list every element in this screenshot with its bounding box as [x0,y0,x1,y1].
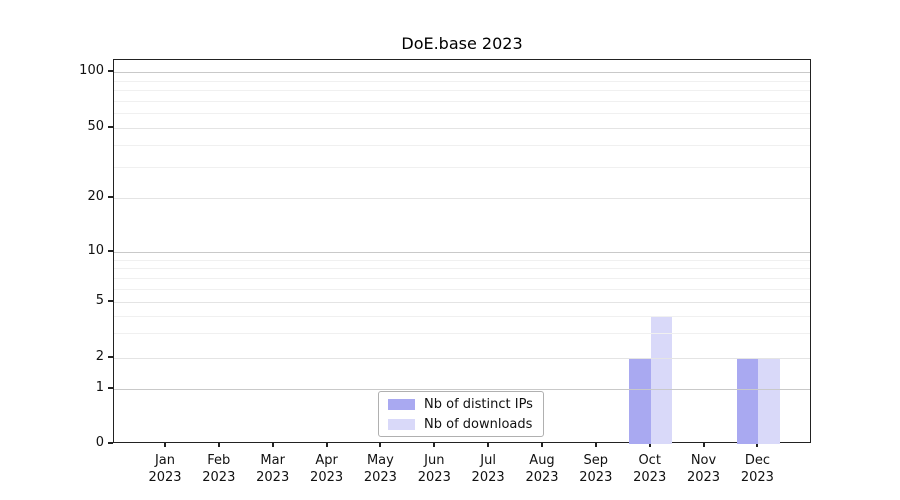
x-tick-label-line: Feb [207,453,231,468]
legend-label: Nb of distinct IPs [424,396,533,412]
gridline-minor [114,90,810,91]
gridline-minor [114,113,810,115]
y-tick-mark [108,356,113,358]
gridline-minor [114,259,810,261]
x-tick-label-line: Jan [154,453,176,468]
bar-distinct-ips [736,358,759,444]
gridline-minor [114,100,810,102]
chart-title: DoE.base 2023 [401,34,523,53]
x-tick-label-line: 2023 [310,470,344,485]
y-tick-mark [108,250,113,252]
x-tick-label-line: Mar [260,453,285,468]
x-tick-mark [541,443,543,447]
gridline-minor [114,277,810,279]
x-tick-label-line: Aug [529,453,555,468]
bar-downloads [758,358,780,444]
x-tick-mark [379,443,382,447]
x-tick-label: Aug 2023 [510,452,574,486]
x-tick-mark [756,443,759,447]
x-tick-label-line: Apr [315,453,338,468]
gridline-major [114,72,810,73]
x-tick-label-line: 2023 [148,470,182,485]
x-tick-label-line: 2023 [202,470,236,485]
x-tick-label: Jul 2023 [456,452,520,486]
legend-swatch-downloads [388,418,415,430]
x-tick-label-line: Jun [424,453,445,468]
x-tick-label: Feb 2023 [187,452,251,486]
x-tick-label: Jan 2023 [133,452,197,486]
y-tick-label: 100 [79,63,104,78]
legend: Nb of distinct IPs Nb of downloads [378,391,544,437]
legend-item-downloads: Nb of downloads [388,416,534,433]
x-tick-label-line: Sep [583,453,609,468]
y-tick-label: 10 [87,243,104,258]
plot-area [113,59,811,444]
x-tick-label: Oct 2023 [618,452,682,486]
x-tick-label-line: Oct [638,453,661,468]
y-tick-mark [108,70,113,72]
gridline-labeled [114,358,810,359]
x-tick-label: Sep 2023 [564,452,628,486]
gridline-major [114,252,810,253]
x-tick-label: Dec 2023 [725,452,789,486]
bar-downloads [650,315,673,444]
x-tick-label-line: 2023 [256,470,290,485]
gridline-minor [114,268,810,270]
x-tick-mark [271,443,274,447]
gridline-minor [114,315,810,317]
x-tick-label: Apr 2023 [295,452,359,486]
gridline-major [114,389,810,390]
x-tick-label-line: 2023 [417,470,451,485]
x-tick-mark [648,443,651,447]
y-tick-mark [108,442,113,444]
y-tick-label: 1 [95,380,104,395]
gridline-minor [114,288,810,290]
gridline-minor [114,145,810,147]
y-tick-mark [108,300,113,302]
y-tick-label: 2 [95,349,104,364]
x-tick-label-line: 2023 [471,470,505,485]
legend-label: Nb of downloads [424,416,533,432]
x-tick-mark [433,443,436,447]
x-tick-label-line: Jul [480,453,496,468]
x-tick-label-line: May [366,453,394,468]
gridline-labeled [114,302,810,303]
gridline-minor [114,80,810,82]
x-tick-label-line: Nov [690,453,717,468]
x-tick-label: Nov 2023 [672,452,736,486]
y-tick-mark [108,126,113,128]
x-tick-label-line: 2023 [525,470,559,485]
x-tick-label: Mar 2023 [241,452,305,486]
x-tick-label: Jun 2023 [402,452,466,486]
y-tick-label: 50 [87,119,104,134]
x-tick-label-line: Dec [744,453,770,468]
x-tick-label-line: 2023 [686,470,721,485]
gridline-labeled [114,128,810,129]
x-tick-mark [164,443,166,447]
y-tick-mark [108,387,113,389]
x-tick-mark [325,443,328,447]
legend-swatch-distinct-ips [388,398,415,410]
x-tick-mark [217,443,220,447]
legend-item-distinct-ips: Nb of distinct IPs [388,396,534,413]
bar-distinct-ips [629,358,651,444]
y-tick-mark [108,196,113,198]
x-tick-mark [702,443,705,447]
gridline-labeled [114,198,810,199]
y-tick-label: 5 [95,293,104,308]
x-tick-label-line: 2023 [633,470,667,485]
x-tick-label-line: 2023 [579,470,613,485]
x-tick-label: May 2023 [348,452,412,486]
x-tick-mark [487,443,490,447]
y-tick-label: 0 [95,435,104,450]
y-tick-label: 20 [87,189,104,204]
x-tick-label-line: 2023 [740,470,774,485]
x-tick-label-line: 2023 [363,470,397,485]
gridline-minor [114,333,810,335]
x-tick-mark [594,443,597,447]
gridline-minor [114,167,810,168]
